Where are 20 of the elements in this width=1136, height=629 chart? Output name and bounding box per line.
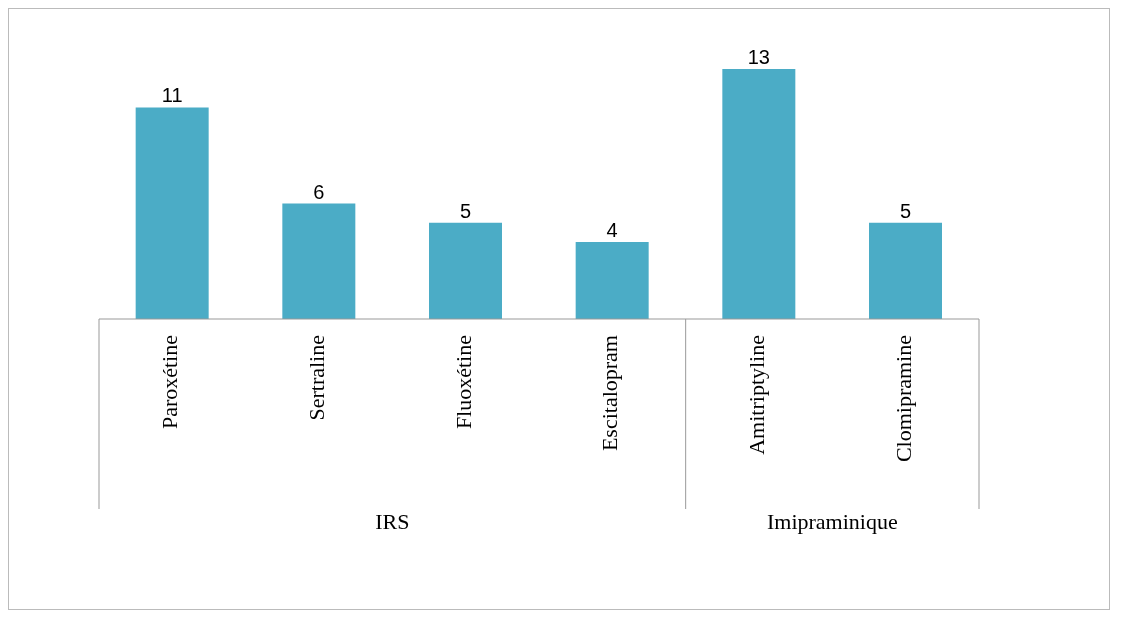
bar [575, 242, 649, 319]
x-tick-label: Clomipramine [890, 335, 916, 463]
bar [869, 222, 942, 319]
text: IRS [374, 509, 411, 535]
data-label: 11 [161, 84, 183, 107]
text: Imipraminique [765, 509, 899, 535]
x-tick-label: Escitalopram [597, 335, 623, 452]
data-label: 13 [747, 46, 770, 68]
data-label: 6 [313, 180, 325, 203]
bar [135, 107, 209, 319]
bar [429, 222, 502, 319]
x-tick-label: Paroxétine [157, 335, 183, 430]
data-label: 4 [606, 219, 618, 242]
data-label: 5 [459, 199, 472, 222]
x-tick-label: Sertraline [304, 335, 330, 421]
bar [282, 203, 356, 319]
bar [722, 69, 796, 319]
data-label: 5 [899, 199, 912, 222]
x-tick-label: Fluoxétine [450, 335, 476, 430]
x-tick-label: Amitriptyline [744, 335, 770, 455]
